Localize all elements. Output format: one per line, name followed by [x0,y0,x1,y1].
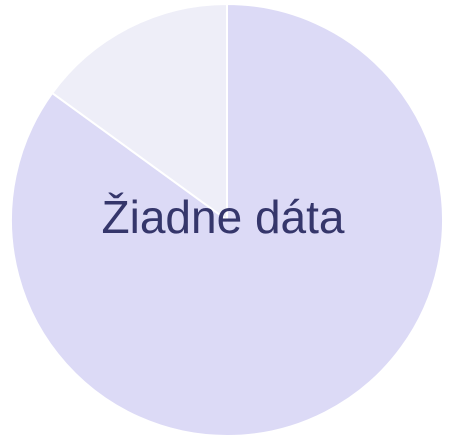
pie-slice-2 [50,2,228,222]
